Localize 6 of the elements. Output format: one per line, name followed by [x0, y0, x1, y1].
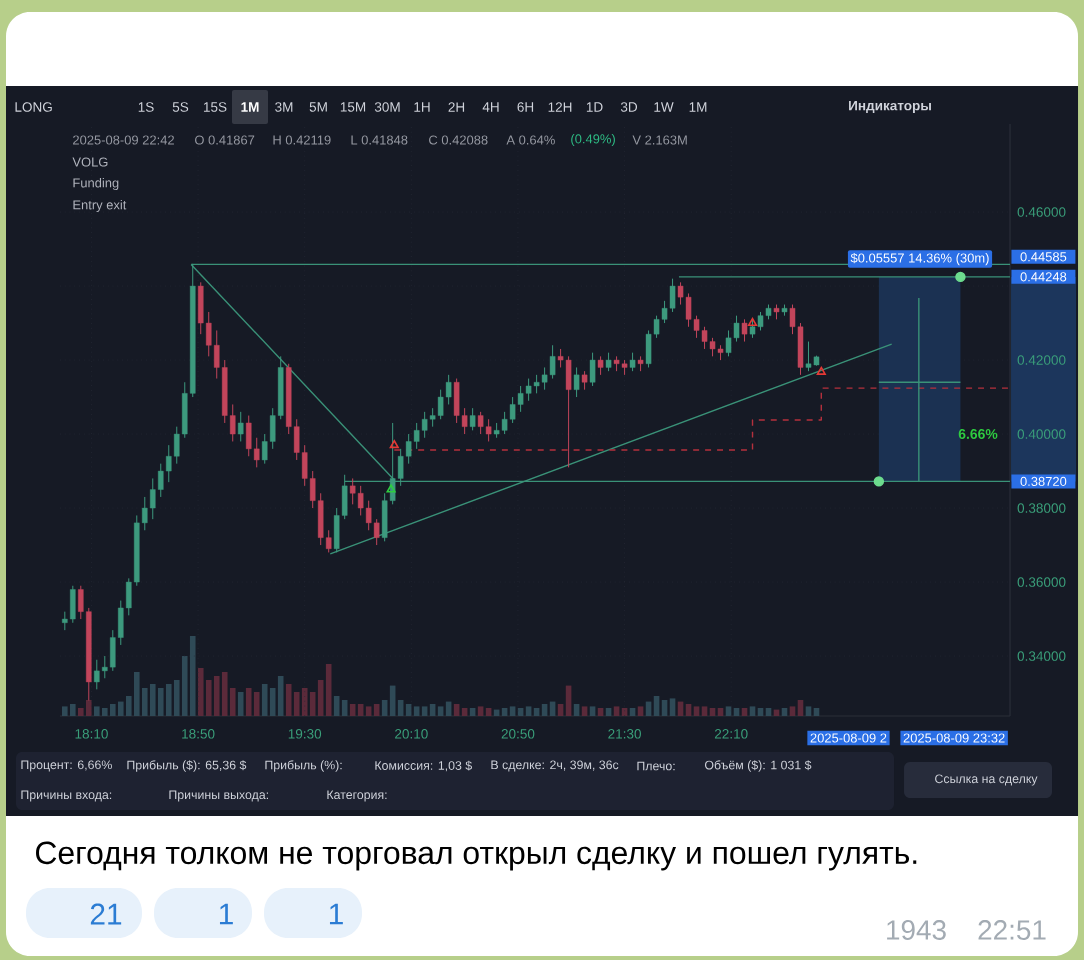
text: Сегодня толком не торговал открыл сделку и пошел гулять.	[36, 841, 917, 871]
text: 1943	[887, 920, 946, 940]
text: 22:51	[978, 920, 1046, 940]
text: 1	[219, 903, 233, 925]
text: 21	[90, 903, 122, 925]
text: 1	[329, 903, 343, 925]
